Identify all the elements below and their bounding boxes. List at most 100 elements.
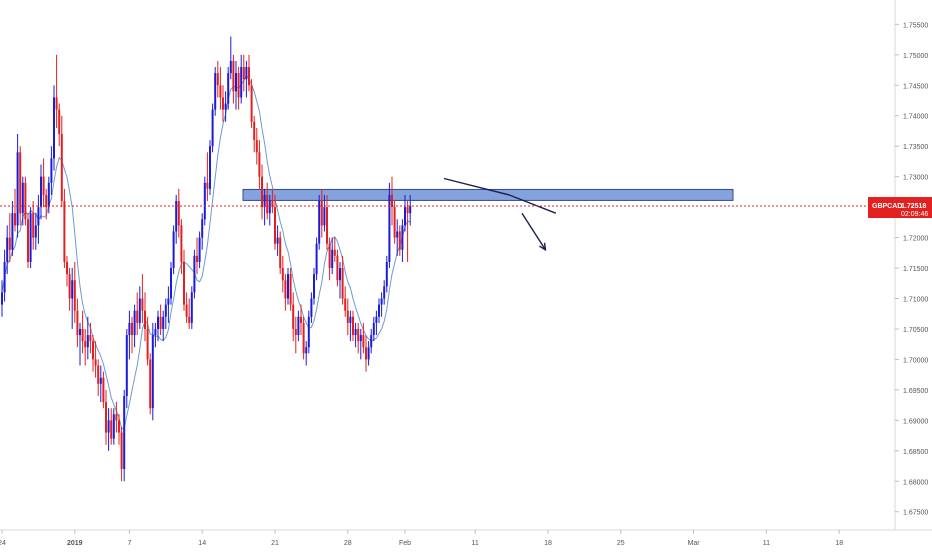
candle-body (34, 225, 37, 238)
candle-body (8, 237, 11, 250)
candle-body (170, 268, 172, 299)
candle-body (42, 176, 45, 195)
candle (149, 353, 152, 415)
candle (359, 328, 362, 360)
candle (40, 164, 42, 220)
candle-body (292, 304, 295, 329)
candle-body (391, 194, 393, 208)
candle-body (307, 316, 310, 348)
candle (50, 146, 53, 195)
candle (120, 426, 123, 482)
candle-body (141, 298, 144, 311)
candle-body (183, 261, 185, 305)
candle (115, 402, 118, 433)
candle (289, 268, 292, 311)
candle (305, 341, 308, 366)
candle-body (302, 322, 305, 354)
candle-body (222, 97, 224, 110)
y-tick-label: 1.75000 (903, 53, 928, 60)
candle (248, 54, 250, 92)
x-tick-label: 25 (617, 540, 625, 547)
candle-body (349, 316, 352, 323)
candle (42, 158, 45, 208)
candle (229, 36, 232, 80)
candle-body (94, 359, 97, 366)
candle (393, 201, 396, 244)
candle (240, 54, 243, 104)
candle (8, 213, 11, 262)
candle-body (24, 182, 27, 220)
candle-body (346, 310, 349, 323)
candle-body (328, 243, 331, 269)
candle (313, 268, 315, 305)
candle (99, 365, 102, 403)
candle-body (393, 207, 396, 238)
candle (110, 408, 113, 445)
candle (170, 261, 172, 305)
candle (175, 194, 178, 244)
candle-body (188, 316, 191, 323)
x-tick-label: 21 (271, 540, 279, 547)
candle-body (133, 310, 136, 336)
candle-body (406, 207, 409, 214)
candle (190, 286, 193, 329)
candle-body (323, 207, 326, 226)
candle (224, 91, 227, 122)
candle-body (216, 73, 219, 86)
candle (380, 292, 383, 317)
candle-body (336, 255, 339, 281)
candle (86, 316, 89, 360)
candle (276, 225, 279, 256)
candle-body (352, 316, 354, 336)
candle (235, 60, 237, 110)
price-tag-value: 1.72518 (901, 203, 926, 210)
candle (112, 408, 115, 445)
candle (331, 237, 334, 275)
candle (398, 225, 401, 256)
candle-body (68, 274, 71, 299)
candle-body (219, 85, 222, 98)
candle-body (383, 286, 386, 299)
y-tick-label: 1.73500 (903, 144, 928, 151)
candle (307, 310, 310, 354)
candle (266, 182, 269, 220)
candle-body (372, 322, 375, 336)
candle (60, 115, 63, 208)
candle (167, 286, 170, 323)
x-tick-label: 18 (544, 540, 552, 547)
candle-body (289, 274, 292, 305)
candle (157, 310, 159, 342)
candle-body (229, 60, 232, 74)
candle-body (263, 194, 266, 208)
candle-body (388, 194, 391, 262)
candle (328, 237, 331, 281)
candle-body (27, 219, 29, 262)
candle (219, 67, 222, 110)
candle-body (21, 182, 24, 214)
candle-body (32, 213, 35, 238)
candle-body (201, 219, 204, 238)
candle (339, 261, 341, 299)
candle-body (110, 420, 113, 439)
y-tick-label: 1.72000 (903, 236, 928, 243)
candle (294, 316, 297, 354)
candle-body (120, 432, 123, 470)
candle-body (214, 73, 217, 110)
candle-body (232, 60, 235, 92)
candle (29, 207, 32, 269)
candle (216, 60, 219, 98)
candle-body (157, 316, 159, 329)
arrow-shaft (521, 212, 546, 251)
candle (318, 194, 321, 250)
candle-body (385, 261, 388, 287)
candle-body (71, 280, 74, 299)
candle-body (190, 292, 193, 323)
candle (344, 286, 347, 317)
candle-body (279, 237, 282, 269)
candle (123, 389, 126, 482)
candle-body (401, 225, 404, 250)
candle (362, 322, 365, 354)
candle-body (237, 73, 240, 98)
candle-body (227, 73, 230, 104)
